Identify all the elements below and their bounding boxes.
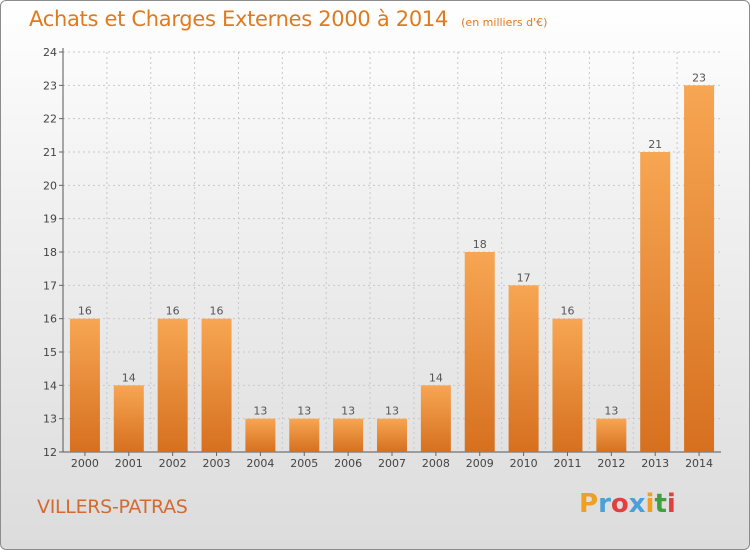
x-tick-label-2003: 2003 xyxy=(203,457,231,470)
chart-subtitle: (en milliers d'€) xyxy=(461,16,548,29)
logo-letter: i xyxy=(645,489,655,519)
chart-title-block: Achats et Charges Externes 2000 à 2014 (… xyxy=(29,7,547,31)
logo-letter: t xyxy=(654,489,667,519)
data-label-2009: 18 xyxy=(473,238,487,251)
data-label-2010: 17 xyxy=(517,271,531,284)
data-label-2008: 14 xyxy=(429,371,443,384)
logo-letter: o xyxy=(610,489,629,519)
bar-2006 xyxy=(333,418,364,452)
data-label-2007: 13 xyxy=(385,405,399,418)
data-label-2004: 13 xyxy=(253,405,267,418)
chart-title: Achats et Charges Externes 2000 à 2014 xyxy=(29,7,449,31)
y-tick-label: 17 xyxy=(43,279,57,292)
bar-2005 xyxy=(289,418,320,452)
grid-lines xyxy=(63,51,721,453)
axes: 12 13 14 15 16 17 18 19 20 21 22 23 24 2000 2001 2002 20… xyxy=(43,46,721,470)
bar-2001 xyxy=(113,385,144,452)
labels: 16 14 16 16 13 13 13 13 14 18 17 16 13 21 23 xyxy=(78,71,706,417)
y-tick-label: 22 xyxy=(43,113,57,126)
data-label-2003: 16 xyxy=(210,305,224,318)
proxiti-logo[interactable]: Proxiti xyxy=(579,489,676,519)
bar-2002 xyxy=(157,318,188,452)
x-tick-label-2008: 2008 xyxy=(422,457,450,470)
x-tick-label-2007: 2007 xyxy=(378,457,406,470)
y-tick-label: 16 xyxy=(43,313,57,326)
data-label-2002: 16 xyxy=(166,305,180,318)
y-tick-label: 20 xyxy=(43,179,57,192)
x-tick-label-2006: 2006 xyxy=(334,457,362,470)
bar-2003 xyxy=(201,318,232,452)
data-label-2006: 13 xyxy=(341,405,355,418)
y-tick-label: 23 xyxy=(43,79,57,92)
bar-2013 xyxy=(640,152,671,452)
bars xyxy=(69,85,715,452)
x-tick-label-2014: 2014 xyxy=(685,457,713,470)
data-label-2000: 16 xyxy=(78,305,92,318)
x-tick-label-2004: 2004 xyxy=(246,457,274,470)
bar-2007 xyxy=(377,418,407,452)
x-tick-label-2002: 2002 xyxy=(159,457,187,470)
y-tick-label: 21 xyxy=(43,146,57,159)
bar-2000 xyxy=(69,318,100,452)
bar-2010 xyxy=(508,285,539,452)
x-tick-label-2000: 2000 xyxy=(71,457,99,470)
data-label-2001: 14 xyxy=(122,371,136,384)
y-tick-label: 14 xyxy=(43,379,57,392)
location-name: VILLERS-PATRAS xyxy=(37,496,188,518)
x-tick-label-2011: 2011 xyxy=(553,457,581,470)
x-tick-label-2013: 2013 xyxy=(641,457,669,470)
bar-2004 xyxy=(245,418,276,452)
data-label-2012: 13 xyxy=(604,405,618,418)
bar-2008 xyxy=(420,385,451,452)
bar-2012 xyxy=(596,418,627,452)
data-label-2014: 23 xyxy=(692,71,706,84)
data-label-2005: 13 xyxy=(297,405,311,418)
x-tick-label-2009: 2009 xyxy=(466,457,494,470)
x-tick-label-2010: 2010 xyxy=(510,457,538,470)
data-label-2011: 16 xyxy=(560,305,574,318)
y-tick-label: 18 xyxy=(43,246,57,259)
logo-letter: x xyxy=(628,489,646,519)
bar-2014 xyxy=(684,85,715,452)
bar-2009 xyxy=(464,252,495,452)
y-tick-label: 12 xyxy=(43,446,57,459)
logo-letter: i xyxy=(666,489,676,519)
bar-2011 xyxy=(552,318,583,452)
x-tick-label-2005: 2005 xyxy=(290,457,318,470)
x-tick-label-2001: 2001 xyxy=(115,457,143,470)
x-tick-label-2012: 2012 xyxy=(597,457,625,470)
y-tick-label: 13 xyxy=(43,413,57,426)
y-tick-label: 24 xyxy=(43,46,57,59)
y-tick-label: 19 xyxy=(43,213,57,226)
logo-letter: P xyxy=(579,489,599,519)
data-label-2013: 21 xyxy=(648,138,662,151)
logo-letter: r xyxy=(598,489,611,519)
y-tick-label: 15 xyxy=(43,346,57,359)
